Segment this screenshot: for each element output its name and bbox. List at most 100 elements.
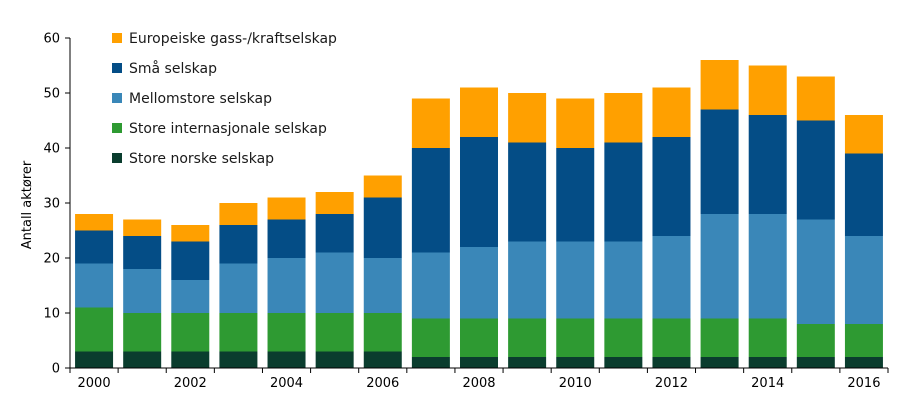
bar-2009-series-2 (508, 241, 547, 319)
bar-2007-series-1 (411, 318, 450, 357)
bar-2016-series-4 (844, 115, 883, 154)
legend-swatch (112, 153, 122, 163)
bar-2002-series-2 (171, 280, 210, 313)
bar-2015-series-1 (796, 324, 835, 357)
bar-2001-series-2 (123, 269, 162, 313)
x-tick-label: 2006 (366, 376, 399, 391)
bar-2009-series-1 (508, 318, 547, 357)
x-tick-label: 2016 (847, 376, 880, 391)
bar-2007-series-0 (411, 357, 450, 368)
bar-2004-series-3 (267, 219, 306, 258)
bar-2004-series-1 (267, 313, 306, 352)
y-tick-label: 0 (52, 362, 60, 377)
bar-2004-series-2 (267, 258, 306, 313)
bar-2014-series-4 (748, 65, 787, 115)
bar-2016-series-1 (844, 324, 883, 357)
bar-2008-series-0 (460, 357, 498, 368)
bar-2004-series-0 (267, 351, 306, 368)
bar-2006-series-3 (363, 197, 402, 258)
bar-2009-series-4 (508, 93, 547, 143)
bar-2015-series-4 (796, 76, 835, 121)
legend-label: Store norske selskap (129, 151, 274, 167)
y-tick-label: 30 (43, 197, 60, 212)
bar-2011-series-0 (604, 357, 643, 368)
bar-2016-series-2 (844, 236, 883, 324)
bar-2007-series-3 (411, 148, 450, 253)
bar-2003-series-4 (219, 203, 258, 225)
legend-label: Store internasjonale selskap (129, 121, 327, 137)
bar-2011-series-1 (604, 318, 643, 357)
bar-2008-series-1 (460, 318, 498, 357)
bar-2015-series-0 (796, 357, 835, 368)
bar-2014-series-2 (748, 214, 787, 319)
x-tick-label: 2008 (462, 376, 495, 391)
bar-2005-series-2 (315, 252, 354, 313)
legend: Europeiske gass-/kraftselskap Små selskap… (112, 31, 337, 167)
bar-2005-series-3 (315, 214, 354, 253)
bar-2008-series-3 (460, 137, 498, 247)
legend-swatch (112, 123, 122, 133)
bar-2014-series-1 (748, 318, 787, 357)
x-tick-label: 2012 (655, 376, 688, 391)
bar-2001-series-0 (123, 351, 162, 368)
legend-swatch (112, 93, 122, 103)
bar-2003-series-0 (219, 351, 258, 368)
bar-2010-series-4 (556, 98, 595, 148)
bar-2011-series-3 (604, 142, 643, 242)
bar-2012-series-0 (652, 357, 691, 368)
bar-2002-series-4 (171, 225, 210, 242)
bar-2003-series-1 (219, 313, 258, 352)
legend-swatch (112, 33, 122, 43)
bar-2000-series-1 (75, 307, 114, 352)
bar-2012-series-2 (652, 236, 691, 319)
bar-2006-series-4 (363, 175, 402, 198)
bar-2005-series-4 (315, 192, 354, 214)
bar-2010-series-1 (556, 318, 595, 357)
bar-2005-series-1 (315, 313, 354, 352)
y-tick-label: 50 (43, 87, 60, 102)
bar-2001-series-3 (123, 236, 162, 269)
bar-2010-series-0 (556, 357, 595, 368)
y-tick-label: 60 (43, 32, 60, 47)
y-tick-label: 10 (43, 307, 60, 322)
bar-2004-series-4 (267, 197, 306, 220)
bar-2013-series-3 (700, 109, 739, 214)
bar-2000-series-0 (75, 351, 114, 368)
legend-label: Europeiske gass-/kraftselskap (129, 31, 337, 47)
x-tick-label: 2010 (559, 376, 592, 391)
bar-2008-series-4 (460, 87, 498, 137)
y-axis-title: Antall aktører (20, 160, 35, 249)
legend-label: Små selskap (129, 60, 217, 77)
bar-2008-series-2 (460, 247, 498, 319)
bar-2009-series-3 (508, 142, 547, 242)
y-tick-label: 20 (43, 252, 60, 267)
bar-2000-series-3 (75, 230, 114, 264)
bar-2000-series-2 (75, 263, 114, 308)
bar-2014-series-3 (748, 115, 787, 214)
bar-2013-series-2 (700, 214, 739, 319)
x-tick-label: 2014 (751, 376, 784, 391)
bar-2015-series-2 (796, 219, 835, 324)
x-tick-label: 2000 (78, 376, 111, 391)
bar-2012-series-3 (652, 137, 691, 236)
bar-2014-series-0 (748, 357, 787, 368)
bar-2007-series-4 (411, 98, 450, 148)
bar-2011-series-4 (604, 93, 643, 143)
bar-2009-series-0 (508, 357, 547, 368)
bar-2012-series-4 (652, 87, 691, 137)
bar-2010-series-3 (556, 148, 595, 242)
bar-2011-series-2 (604, 241, 643, 319)
bar-2003-series-3 (219, 225, 258, 264)
bar-2005-series-0 (315, 351, 354, 368)
bar-2001-series-4 (123, 219, 162, 236)
bar-2006-series-0 (363, 351, 402, 368)
axes: 0 10 20 30 40 50 60 2000 2002 2004 2006 2008 2010 201… (43, 32, 889, 391)
bar-2016-series-0 (844, 357, 883, 368)
bar-2002-series-3 (171, 241, 210, 280)
x-tick-label: 2002 (174, 376, 207, 391)
bar-2013-series-0 (700, 357, 739, 368)
bar-2001-series-1 (123, 313, 162, 352)
legend-swatch (112, 63, 122, 73)
bar-2015-series-3 (796, 120, 835, 220)
bar-2000-series-4 (75, 214, 114, 231)
